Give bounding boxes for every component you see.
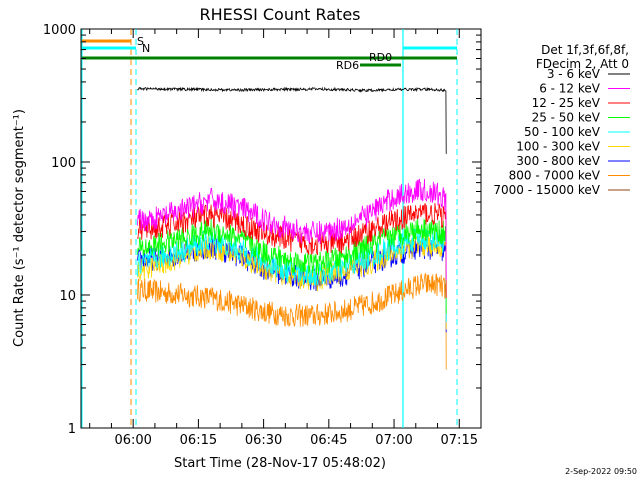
- legend-entry-7: 800 - 7000 keV: [509, 169, 601, 183]
- x-axis-label: Start Time (28-Nov-17 05:48:02): [174, 456, 386, 471]
- plot-frame: [80, 28, 482, 429]
- legend-entry-4: 50 - 100 keV: [524, 125, 601, 139]
- timestamp: 2-Sep-2022 09:50: [565, 467, 637, 476]
- series-line-3: [137, 217, 447, 314]
- green-bar-label-rd0: RD0: [369, 51, 392, 64]
- green-bar-label-rd6: RD6: [336, 59, 359, 72]
- series-line-7: [137, 272, 447, 370]
- orange-bar-label: S: [137, 35, 144, 48]
- legend-header-1: Det 1f,3f,6f,8f,: [541, 43, 629, 57]
- series-layer: [137, 86, 447, 370]
- y-axis-label: Count Rate (s⁻¹ detector segment⁻¹): [12, 109, 27, 347]
- x-tick-label: 06:15: [180, 433, 217, 448]
- legend-entry-1: 6 - 12 keV: [539, 82, 601, 96]
- marker-layer: SN RD0 RD6: [81, 29, 458, 428]
- legend-header-2: FDecim 2, Att 0: [536, 57, 629, 71]
- legend: Det 1f,3f,6f,8f, FDecim 2, Att 0 3 - 6 k…: [493, 43, 630, 197]
- x-tick-label: 06:30: [245, 433, 282, 448]
- series-line-0: [137, 86, 447, 154]
- legend-entry-0: 3 - 6 keV: [547, 67, 601, 81]
- cyan-bar-label: N: [142, 42, 150, 55]
- x-tick-label: 07:00: [375, 433, 412, 448]
- y-tick-label: 1: [68, 422, 76, 437]
- x-tick-label: 07:15: [441, 433, 478, 448]
- y-tick-label: 100: [51, 156, 76, 171]
- y-tick-label: 10: [59, 289, 76, 304]
- legend-entry-8: 7000 - 15000 keV: [493, 183, 600, 197]
- x-tick-label: 06:45: [310, 433, 347, 448]
- x-tick-label: 06:00: [114, 433, 151, 448]
- legend-entry-2: 12 - 25 keV: [532, 96, 601, 110]
- legend-entry-6: 300 - 800 keV: [516, 154, 600, 168]
- chart-title: RHESSI Count Rates: [200, 5, 361, 24]
- series-line-1: [137, 178, 447, 280]
- y-tick-label: 1000: [43, 23, 76, 38]
- legend-entry-3: 25 - 50 keV: [532, 111, 601, 125]
- axes-layer: 1 10 100 1000 06:00 06:15 06:30 06:45 07:00 07:15: [43, 23, 482, 448]
- legend-entry-5: 100 - 300 keV: [516, 140, 600, 154]
